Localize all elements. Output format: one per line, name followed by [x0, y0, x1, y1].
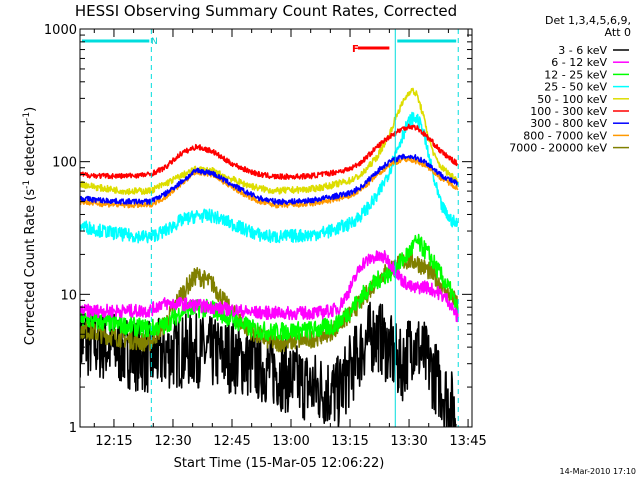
- legend-label-6: 300 - 800 keV: [530, 117, 607, 130]
- legend-header-line1: Det 1,3,4,5,6,9,: [545, 14, 631, 27]
- night-label: N: [151, 37, 158, 47]
- y-axis-label-end: ): [23, 107, 38, 112]
- y-axis-label: Corrected Count Rate (s-1 detector-1): [22, 107, 38, 345]
- y-axis-label-sup2: -1: [22, 112, 32, 121]
- y-axis-label-sup1: -1: [22, 180, 32, 189]
- series-line-0: [80, 301, 457, 427]
- legend-header-line2: Att 0: [605, 26, 631, 39]
- legend-label-7: 800 - 7000 keV: [523, 129, 607, 142]
- plot-frame: [79, 28, 473, 428]
- legend-label-1: 6 - 12 keV: [551, 56, 607, 69]
- x-tick-label-6: 13:45: [449, 434, 486, 449]
- chart-title: HESSI Observing Summary Count Rates, Cor…: [75, 2, 457, 20]
- y-tick-label-3: 1000: [44, 23, 77, 38]
- x-tick-label-1: 12:30: [154, 434, 191, 449]
- y-tick-label-1: 10: [60, 288, 77, 303]
- y-tick-label-2: 100: [52, 156, 77, 171]
- legend-label-3: 25 - 50 keV: [544, 81, 607, 94]
- legend-label-5: 100 - 300 keV: [530, 105, 607, 118]
- x-axis-label: Start Time (15-Mar-05 12:06:22): [174, 456, 385, 471]
- legend-label-4: 50 - 100 keV: [537, 93, 607, 106]
- x-tick-label-2: 12:45: [213, 434, 250, 449]
- y-axis-label-mid: detector: [23, 120, 38, 180]
- timestamp-stamp: 14-Mar-2010 17:10: [560, 467, 637, 476]
- y-tick-label-0: 1: [69, 421, 77, 436]
- y-axis-label-main: Corrected Count Rate (s: [23, 189, 38, 346]
- flare-label: F: [352, 44, 359, 55]
- legend-label-2: 12 - 25 keV: [544, 68, 607, 81]
- legend-label-0: 3 - 6 keV: [558, 44, 607, 57]
- legend-label-8: 7000 - 20000 keV: [509, 142, 607, 155]
- axes-layer: 12:15 12:30 12:45 13:00 13:15 13:30 13:45 1 10 10…: [44, 23, 487, 449]
- x-tick-label-5: 13:30: [390, 434, 427, 449]
- x-tick-label-0: 12:15: [95, 434, 132, 449]
- x-tick-label-4: 13:15: [331, 434, 368, 449]
- x-tick-label-3: 13:00: [272, 434, 309, 449]
